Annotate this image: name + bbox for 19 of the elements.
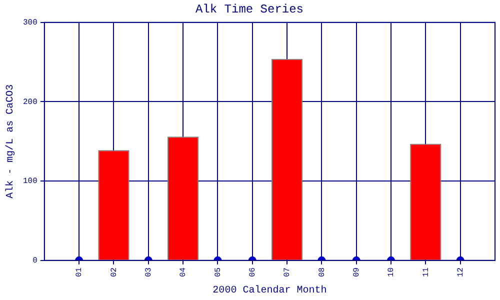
x-tick-label: 05 — [214, 267, 223, 278]
x-tick-label: 12 — [456, 267, 466, 278]
x-tick-label: 06 — [248, 267, 258, 278]
y-tick-label: 300 — [22, 18, 38, 28]
x-tick-label: 01 — [75, 267, 84, 278]
x-tick-label: 09 — [352, 267, 362, 278]
y-tick-label: 0 — [32, 256, 38, 266]
y-tick-label: 200 — [22, 98, 38, 107]
x-axis-title: 2000 Calendar Month — [212, 284, 327, 297]
x-tick-label: 10 — [387, 267, 396, 278]
x-tick-label: 07 — [283, 267, 292, 278]
x-tick-label: 11 — [422, 267, 431, 278]
x-tick-label: 08 — [318, 267, 327, 278]
x-tick-label: 02 — [110, 267, 119, 278]
y-tick-label: 100 — [22, 177, 38, 186]
x-tick-label: 03 — [144, 267, 154, 278]
y-axis-title: Alk - mg/L as CaCO3 — [4, 84, 17, 198]
chart-title: Alk Time Series — [195, 2, 304, 16]
x-tick-label: 04 — [179, 267, 188, 278]
